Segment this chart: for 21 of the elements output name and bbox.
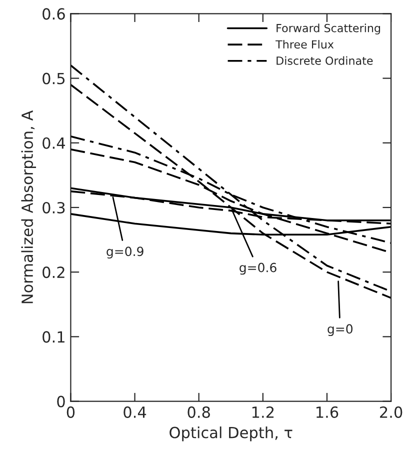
y-tick-label: 0.1 [42, 331, 64, 343]
annotation: g=0 [328, 324, 353, 336]
x-tick-label: 0.8 [188, 406, 210, 418]
legend-label: Three Flux [276, 40, 334, 49]
legend-label: Discrete Ordinate [276, 56, 373, 65]
y-axis-title: Normalized Absorption, A [21, 110, 36, 304]
x-tick-label: 0.4 [124, 406, 146, 418]
x-tick-label: 1.6 [316, 406, 338, 418]
annotation: g=0.6 [240, 262, 276, 275]
legend-label: Forward Scattering [276, 24, 380, 34]
y-tick-label: 0.6 [42, 8, 65, 20]
annotation: g=0.9 [106, 246, 144, 259]
y-tick-label: 0.3 [42, 202, 65, 214]
x-tick-label: 1.2 [252, 406, 274, 418]
y-tick-label: 0.5 [42, 72, 65, 84]
x-tick-label: 2.0 [380, 406, 402, 418]
y-tick-label: 0.2 [42, 266, 64, 278]
x-tick-label: 0 [66, 406, 75, 418]
x-axis-title: Optical Depth, τ [170, 426, 292, 442]
y-tick-label: 0.4 [42, 137, 66, 149]
y-tick-label: 0 [57, 396, 65, 408]
